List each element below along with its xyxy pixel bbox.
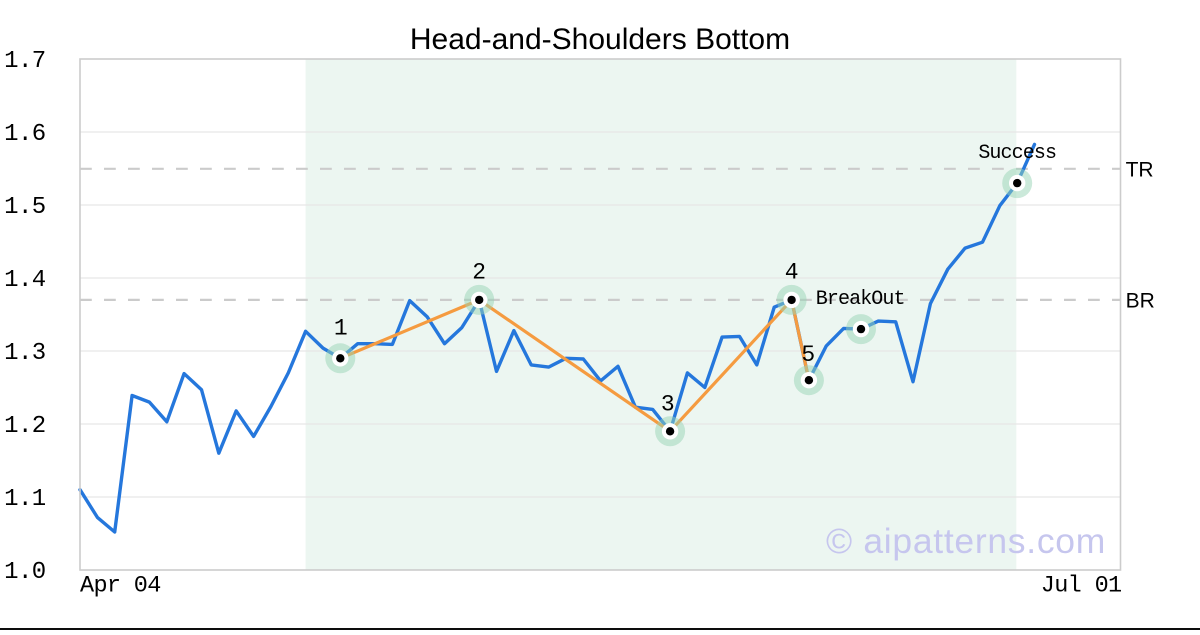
svg-text:1.2: 1.2: [4, 413, 45, 440]
svg-text:4: 4: [785, 259, 799, 285]
svg-text:© aipatterns.com: © aipatterns.com: [826, 521, 1106, 561]
svg-text:TR: TR: [1126, 158, 1154, 181]
svg-text:1.0: 1.0: [4, 559, 45, 586]
svg-text:BR: BR: [1126, 289, 1155, 312]
svg-text:1.7: 1.7: [4, 48, 45, 75]
svg-text:Head-and-Shoulders Bottom: Head-and-Shoulders Bottom: [410, 23, 790, 56]
svg-text:1.5: 1.5: [4, 194, 45, 221]
svg-text:Jul 01: Jul 01: [1041, 573, 1122, 600]
svg-text:2: 2: [472, 259, 486, 285]
svg-text:BreakOut: BreakOut: [816, 288, 905, 311]
svg-text:1.3: 1.3: [4, 340, 45, 367]
svg-text:3: 3: [661, 392, 675, 418]
svg-text:1.1: 1.1: [4, 486, 46, 513]
svg-text:Success: Success: [978, 142, 1056, 165]
svg-text:1.6: 1.6: [4, 121, 45, 148]
svg-text:5: 5: [801, 342, 815, 368]
svg-text:1: 1: [334, 315, 348, 341]
svg-text:Apr 04: Apr 04: [80, 573, 161, 600]
svg-text:1.4: 1.4: [4, 267, 46, 294]
